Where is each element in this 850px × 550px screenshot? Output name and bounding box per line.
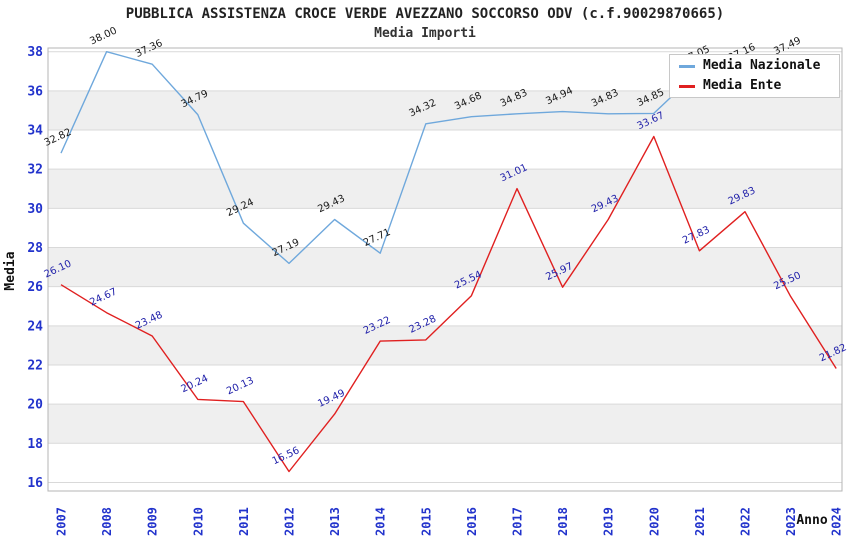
legend: Media Nazionale Media Ente xyxy=(669,54,840,98)
band xyxy=(48,404,842,444)
y-tick-label: 34 xyxy=(27,124,43,139)
x-tick-label: 2022 xyxy=(739,507,753,536)
band xyxy=(48,325,842,365)
x-tick-label: 2010 xyxy=(191,507,205,536)
y-tick-label: 38 xyxy=(27,45,43,60)
y-tick-label: 32 xyxy=(27,163,43,178)
data-label: 38.00 xyxy=(88,25,119,47)
band xyxy=(48,169,842,209)
x-tick-label: 2013 xyxy=(328,507,342,536)
x-tick-label: 2015 xyxy=(419,507,433,536)
y-tick-label: 18 xyxy=(27,437,43,452)
y-tick-label: 30 xyxy=(27,202,43,217)
y-axis-title: Media xyxy=(3,251,18,290)
y-tick-label: 20 xyxy=(27,398,43,413)
x-tick-label: 2009 xyxy=(146,507,160,536)
x-tick-label: 2011 xyxy=(237,507,251,536)
legend-item-media-ente: Media Ente xyxy=(679,78,839,95)
x-tick-label: 2020 xyxy=(647,507,661,536)
x-tick-label: 2016 xyxy=(465,507,479,536)
x-tick-label: 2012 xyxy=(283,507,297,536)
y-tick-label: 26 xyxy=(27,280,43,295)
x-tick-label: 2023 xyxy=(784,507,798,536)
legend-label: Media Nazionale xyxy=(703,58,821,73)
x-axis-title: Anno xyxy=(796,513,827,528)
plot-border xyxy=(47,47,843,492)
legend-swatch-ente xyxy=(679,84,695,88)
x-tick-label: 2019 xyxy=(602,507,616,536)
y-tick-label: 36 xyxy=(27,84,43,99)
legend-label: Media Ente xyxy=(703,78,782,93)
series-line-media-ente xyxy=(60,135,837,473)
legend-swatch-nazionale xyxy=(679,64,695,68)
x-tick-label: 2014 xyxy=(374,507,388,536)
x-tick-label: 2018 xyxy=(556,507,570,536)
y-tick-label: 28 xyxy=(27,241,43,256)
y-tick-label: 22 xyxy=(27,358,43,373)
x-tick-label: 2007 xyxy=(55,507,69,536)
y-tick-label: 16 xyxy=(27,476,43,491)
legend-item-media-nazionale: Media Nazionale xyxy=(679,58,839,75)
chart-subtitle: Media Importi xyxy=(374,26,476,41)
chart-title: PUBBLICA ASSISTENZA CROCE VERDE AVEZZANO… xyxy=(125,6,725,22)
x-tick-label: 2021 xyxy=(693,507,707,536)
band xyxy=(48,247,842,287)
series-line-media-nazionale xyxy=(60,51,791,265)
x-tick-label: 2008 xyxy=(100,507,114,536)
y-tick-label: 24 xyxy=(27,319,43,334)
x-tick-label: 2017 xyxy=(511,507,525,536)
x-tick-label: 2024 xyxy=(830,507,844,536)
